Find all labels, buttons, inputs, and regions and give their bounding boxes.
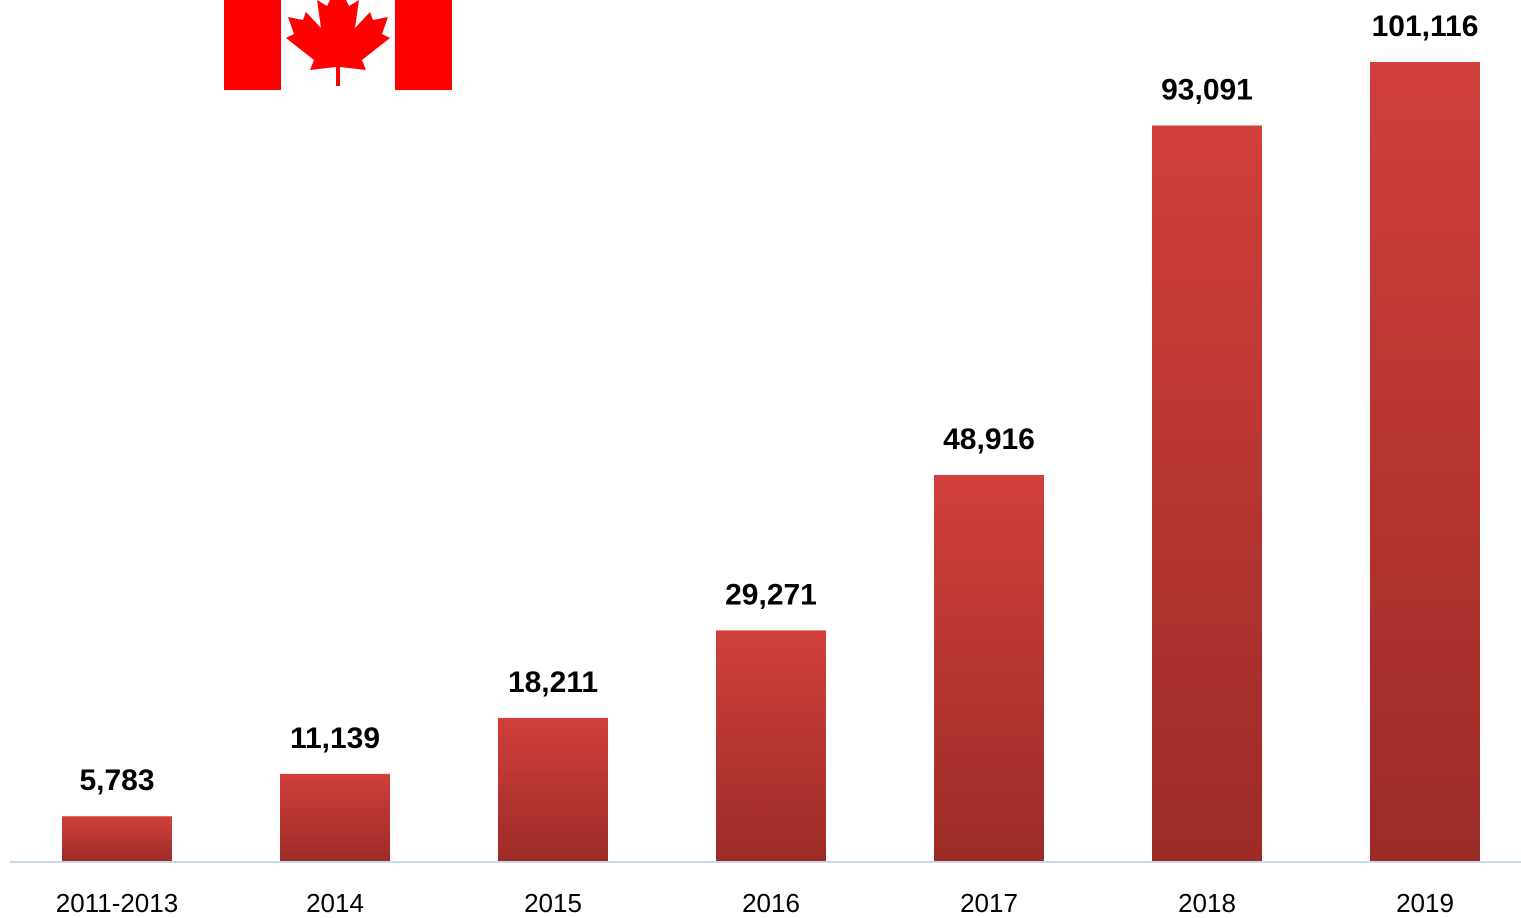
bar-2019	[1370, 62, 1480, 862]
tick-label-2016: 2016	[742, 888, 800, 918]
bar-2018	[1152, 125, 1262, 862]
value-label-2019: 101,116	[1372, 10, 1479, 43]
value-label-2015: 18,211	[508, 666, 598, 699]
value-label-2016: 29,271	[725, 578, 817, 611]
value-label-2011-2013: 5,783	[79, 764, 154, 797]
tick-label-2017: 2017	[960, 888, 1018, 918]
tick-label-2015: 2015	[524, 888, 582, 918]
value-label-2018: 93,091	[1161, 73, 1253, 106]
tick-label-2011-2013: 2011-2013	[56, 888, 178, 918]
value-labels-layer: 5,783 11,139 18,211 29,271 48,916 93,091 101,1…	[79, 10, 1478, 797]
canada-flag-icon	[224, 0, 452, 90]
bar-2014	[280, 773, 390, 862]
tick-labels-layer: 2011-2013 2014 2015 2016 2017 2018 2019	[56, 888, 1454, 918]
bar-2015	[498, 717, 608, 862]
maple-leaf-icon	[286, 0, 390, 86]
bar-2016	[716, 630, 826, 862]
bars-layer	[62, 62, 1480, 862]
value-label-2014: 11,139	[290, 722, 380, 755]
tick-label-2018: 2018	[1178, 888, 1236, 918]
tick-label-2014: 2014	[306, 888, 364, 918]
tick-label-2019: 2019	[1396, 888, 1454, 918]
bar-2011-2013	[62, 816, 172, 862]
bar-2017	[934, 474, 1044, 862]
value-label-2017: 48,916	[943, 423, 1035, 456]
